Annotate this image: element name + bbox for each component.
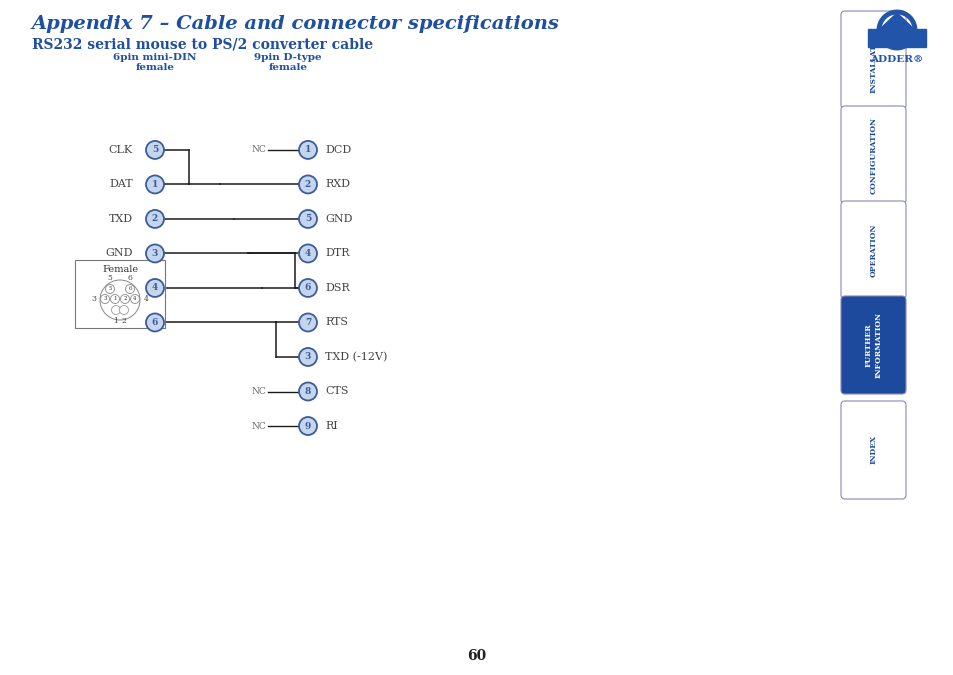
Circle shape: [298, 244, 316, 263]
Text: RS232 serial mouse to PS/2 converter cable: RS232 serial mouse to PS/2 converter cab…: [32, 38, 373, 52]
Text: 6: 6: [128, 274, 132, 282]
Circle shape: [146, 244, 164, 263]
Text: RXD: RXD: [325, 180, 350, 190]
Text: 1: 1: [113, 296, 116, 302]
Text: DSR: DSR: [325, 283, 350, 293]
Text: 6: 6: [152, 318, 158, 327]
FancyBboxPatch shape: [841, 401, 905, 499]
Circle shape: [298, 176, 316, 194]
Text: 1: 1: [113, 317, 118, 325]
FancyBboxPatch shape: [841, 106, 905, 204]
Text: OPERATION: OPERATION: [868, 223, 877, 277]
Text: 3: 3: [152, 249, 158, 258]
Text: CTS: CTS: [325, 387, 348, 396]
Text: 3: 3: [91, 295, 96, 303]
Text: 3: 3: [103, 296, 107, 302]
Text: 6pin mini-DIN
female: 6pin mini-DIN female: [113, 53, 196, 72]
Text: RTS: RTS: [325, 317, 348, 327]
Text: DAT: DAT: [110, 180, 132, 190]
Text: RI: RI: [325, 421, 337, 431]
Text: NC: NC: [251, 421, 266, 431]
Text: 4: 4: [152, 284, 158, 292]
Text: 5: 5: [108, 286, 112, 292]
FancyBboxPatch shape: [841, 296, 905, 394]
FancyBboxPatch shape: [841, 201, 905, 299]
Circle shape: [146, 141, 164, 159]
Circle shape: [111, 294, 119, 304]
Text: TXD (-12V): TXD (-12V): [325, 352, 387, 362]
Text: 1: 1: [305, 145, 311, 155]
Text: 2: 2: [152, 215, 158, 223]
Text: 7: 7: [305, 318, 311, 327]
Circle shape: [112, 306, 120, 315]
Text: CLK: CLK: [109, 145, 132, 155]
Circle shape: [100, 294, 110, 304]
Text: NC: NC: [251, 387, 266, 396]
Text: 5: 5: [305, 215, 311, 223]
Circle shape: [298, 348, 316, 366]
Text: DTR: DTR: [325, 248, 349, 259]
Text: +5V: +5V: [109, 283, 132, 293]
Circle shape: [119, 306, 129, 315]
Text: GND: GND: [106, 248, 132, 259]
Text: 60: 60: [467, 649, 486, 663]
Text: ADDER®: ADDER®: [869, 55, 923, 64]
Text: 5: 5: [108, 274, 112, 282]
Circle shape: [298, 279, 316, 297]
Text: 4: 4: [305, 249, 311, 258]
Text: TXD: TXD: [109, 214, 132, 224]
Circle shape: [146, 210, 164, 228]
Text: -12V: -12V: [107, 317, 132, 327]
FancyBboxPatch shape: [75, 260, 165, 328]
Text: 9pin D-type
female: 9pin D-type female: [253, 53, 321, 72]
Circle shape: [298, 383, 316, 400]
FancyBboxPatch shape: [841, 11, 905, 109]
Text: CONFIGURATION: CONFIGURATION: [868, 117, 877, 194]
Text: 5: 5: [152, 145, 158, 155]
FancyBboxPatch shape: [867, 29, 925, 47]
Text: 8: 8: [305, 387, 311, 396]
Text: Appendix 7 – Cable and connector specifications: Appendix 7 – Cable and connector specifi…: [32, 15, 559, 33]
Circle shape: [120, 294, 130, 304]
Text: 2: 2: [305, 180, 311, 189]
Text: GND: GND: [325, 214, 352, 224]
Circle shape: [146, 176, 164, 194]
Circle shape: [131, 294, 139, 304]
Circle shape: [146, 279, 164, 297]
Text: 6: 6: [128, 286, 132, 292]
Text: Female: Female: [102, 265, 138, 274]
Text: DCD: DCD: [325, 145, 351, 155]
Text: 6: 6: [305, 284, 311, 292]
Text: 4: 4: [143, 295, 149, 303]
Text: FURTHER
INFORMATION: FURTHER INFORMATION: [863, 312, 882, 378]
Text: 2: 2: [123, 296, 127, 302]
Text: 9: 9: [305, 421, 311, 431]
Circle shape: [100, 280, 140, 320]
Text: 1: 1: [152, 180, 158, 189]
Text: INDEX: INDEX: [868, 435, 877, 464]
Text: INSTALLATION: INSTALLATION: [868, 27, 877, 93]
Text: 3: 3: [305, 352, 311, 362]
Polygon shape: [879, 13, 913, 29]
Circle shape: [298, 313, 316, 331]
Text: 2: 2: [121, 317, 127, 325]
Circle shape: [298, 210, 316, 228]
Circle shape: [298, 141, 316, 159]
Circle shape: [298, 417, 316, 435]
Circle shape: [146, 313, 164, 331]
Text: 4: 4: [133, 296, 136, 302]
Text: NC: NC: [251, 145, 266, 155]
Circle shape: [106, 284, 114, 294]
Circle shape: [126, 284, 134, 294]
